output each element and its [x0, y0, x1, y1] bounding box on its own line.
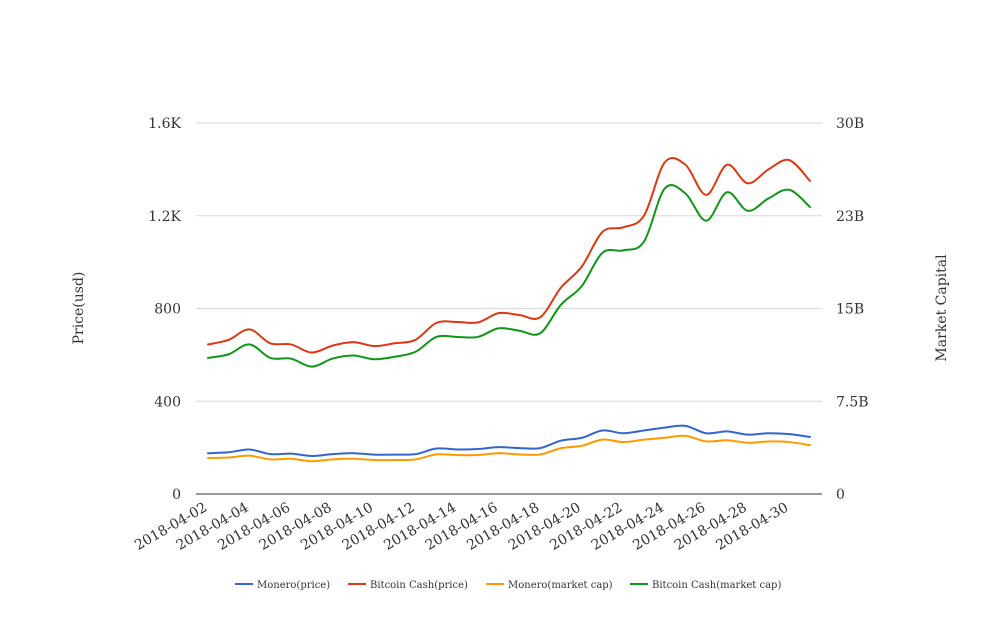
- legend-item: Bitcoin Cash(market cap): [630, 580, 781, 591]
- series-line-2: [207, 157, 811, 354]
- legend-label: Bitcoin Cash(market cap): [652, 580, 781, 591]
- series-line-4: [207, 184, 811, 368]
- right-axis-title: Market Capital: [934, 254, 950, 362]
- left-axis-ticks: 0 400 800 1.2K 1.6K: [148, 116, 181, 503]
- left-tick-label: 1.6K: [148, 116, 181, 132]
- right-axis-ticks: 0 7.5B 15B 23B 30B: [836, 116, 869, 503]
- legend: Monero(price) Bitcoin Cash(price) Monero(m…: [235, 580, 781, 591]
- series-line-1: [207, 424, 811, 457]
- legend-label: Monero(market cap): [508, 580, 613, 591]
- series-lines: [207, 157, 811, 463]
- legend-label: Monero(price): [257, 580, 330, 591]
- right-tick-label: 7.5B: [836, 394, 869, 410]
- right-tick-label: 0: [836, 487, 845, 503]
- left-tick-label: 800: [154, 302, 181, 318]
- left-tick-label: 1.2K: [148, 209, 181, 225]
- series-line-3: [207, 434, 811, 463]
- legend-label: Bitcoin Cash(price): [370, 580, 468, 591]
- right-tick-label: 15B: [836, 302, 864, 318]
- right-tick-label: 23B: [836, 209, 864, 225]
- left-tick-label: 400: [154, 394, 181, 410]
- legend-item: Monero(price): [235, 580, 330, 591]
- left-tick-label: 0: [172, 487, 181, 503]
- legend-item: Bitcoin Cash(price): [348, 580, 468, 591]
- x-axis-ticks: 2018-04-022018-04-042018-04-062018-04-08…: [132, 500, 791, 554]
- gridlines: [196, 122, 822, 402]
- left-axis-title: Price(usd): [71, 272, 87, 345]
- right-tick-label: 30B: [836, 116, 864, 132]
- legend-item: Monero(market cap): [486, 580, 613, 591]
